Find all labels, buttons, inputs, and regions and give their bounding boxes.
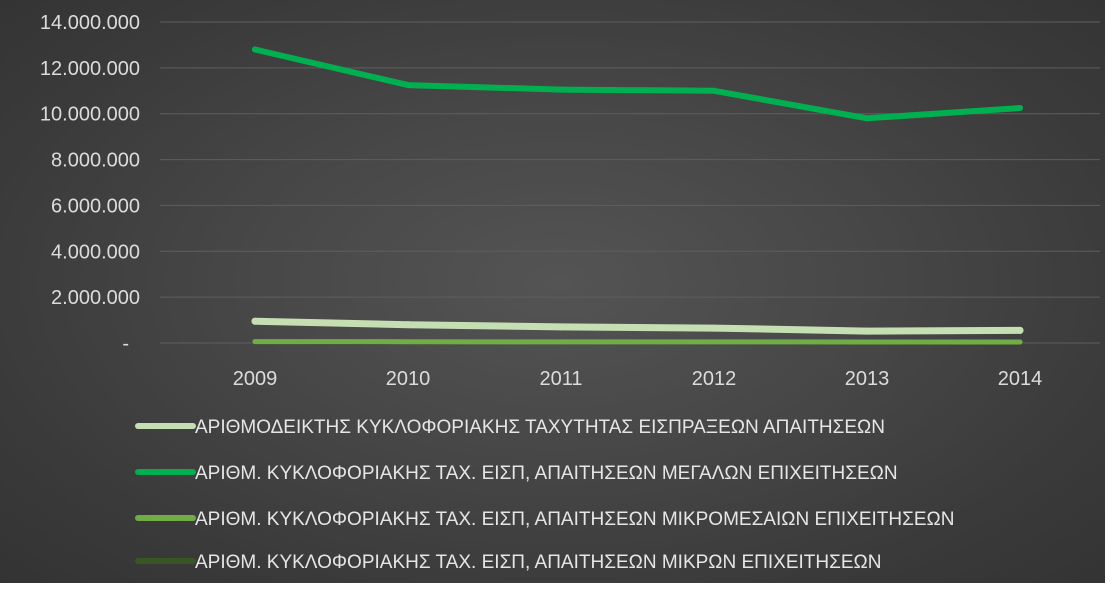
data-point	[1016, 326, 1024, 334]
legend-label: ΑΡΙΘΜ. ΚΥΚΛΟΦΟΡΙΑΚΗΣ ΤΑΧ. ΕΙΣΠ, ΑΠΑΙΤΗΣΕ…	[195, 463, 898, 484]
data-point	[252, 46, 258, 53]
y-tick-label: 6.000.000	[51, 195, 140, 217]
data-point	[864, 115, 870, 122]
legend-label: ΑΡΙΘΜ. ΚΥΚΛΟΦΟΡΙΑΚΗΣ ΤΑΧ. ΕΙΣΠ, ΑΠΑΙΤΗΣΕ…	[195, 552, 881, 573]
series-line-1	[252, 46, 1023, 122]
slide-edge-bottom	[0, 583, 1117, 589]
data-point	[710, 324, 718, 332]
data-point	[252, 339, 258, 345]
data-point	[711, 87, 717, 94]
data-point	[864, 339, 870, 345]
y-tick-label: 4.000.000	[51, 241, 140, 263]
data-point	[558, 86, 564, 93]
legend: ΑΡΙΘΜΟΔΕΙΚΤΗΣ ΚΥΚΛΟΦΟΡΙΑΚΗΣ ΤΑΧΥΤΗΤΑΣ ΕΙ…	[135, 417, 954, 573]
data-point	[405, 82, 411, 89]
data-point	[251, 317, 259, 325]
data-point	[1017, 104, 1023, 111]
x-tick-label: 2011	[539, 368, 582, 390]
y-tick-label: 8.000.000	[51, 150, 140, 172]
x-tick-label: 2010	[386, 368, 431, 390]
data-point	[558, 339, 564, 345]
y-axis-ticks: - 2.000.000 4.000.000 6.000.000 8.000.000 10.…	[40, 12, 140, 355]
series-lines	[251, 46, 1024, 345]
y-tick-label: 12.000.000	[40, 58, 140, 80]
data-point	[557, 323, 565, 331]
data-point	[404, 321, 412, 329]
data-point	[711, 339, 717, 345]
legend-label: ΑΡΙΘΜ. ΚΥΚΛΟΦΟΡΙΑΚΗΣ ΤΑΧ. ΕΙΣΠ, ΑΠΑΙΤΗΣΕ…	[195, 509, 954, 530]
series-line-0	[251, 317, 1024, 335]
x-tick-label: 2014	[998, 368, 1043, 390]
y-tick-label: 2.000.000	[51, 287, 140, 309]
legend-label: ΑΡΙΘΜΟΔΕΙΚΤΗΣ ΚΥΚΛΟΦΟΡΙΑΚΗΣ ΤΑΧΥΤΗΤΑΣ ΕΙ…	[195, 417, 885, 438]
data-point	[405, 339, 411, 345]
x-tick-label: 2013	[845, 368, 890, 390]
slide-edge-right	[1105, 0, 1117, 589]
y-tick-label: 14.000.000	[40, 12, 140, 34]
x-axis-ticks: 2009 2010 2011 2012 2013 2014	[233, 368, 1043, 390]
x-tick-label: 2009	[233, 368, 278, 390]
data-point	[1017, 339, 1023, 345]
x-tick-label: 2012	[692, 368, 737, 390]
y-tick-label: -	[122, 333, 129, 355]
gridlines	[160, 21, 1100, 344]
data-point	[863, 327, 871, 335]
y-tick-label: 10.000.000	[40, 104, 140, 126]
